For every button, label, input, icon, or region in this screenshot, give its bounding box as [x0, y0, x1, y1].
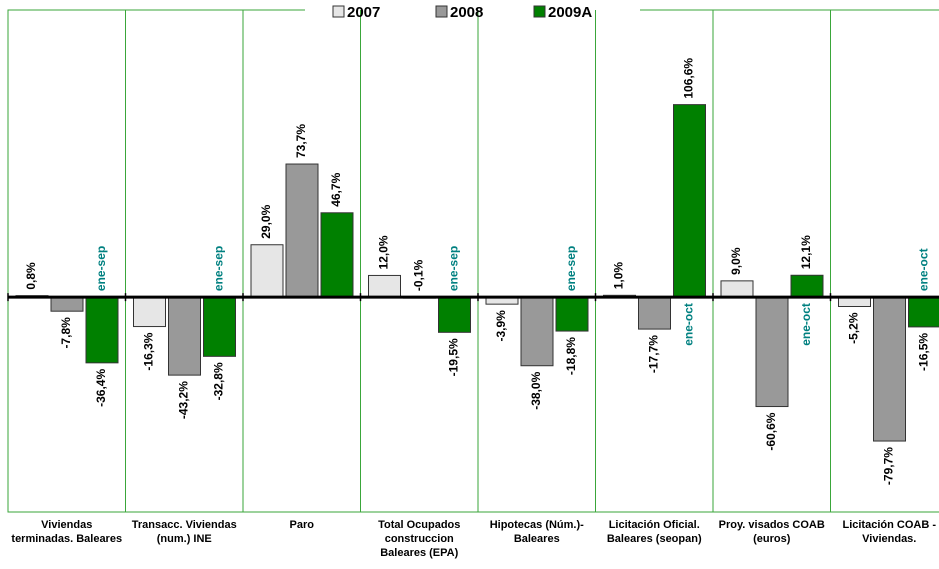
x-tick-label: Viviendas terminadas. Baleares [11, 519, 123, 545]
value-label: 106,6% [682, 58, 696, 99]
value-label: -0,1% [412, 259, 426, 291]
bar [720, 280, 754, 298]
period-annotation: ene-sep [447, 246, 461, 291]
x-tick-label: Total Ocupados construccion Baleares (EP… [378, 519, 461, 559]
period-annotation: ene-sep [212, 246, 226, 291]
bar [285, 163, 319, 298]
legend-swatch [533, 5, 546, 18]
bar [85, 296, 119, 364]
bar [673, 104, 706, 298]
value-label: 29,0% [259, 204, 273, 238]
value-label: -7,8% [59, 317, 73, 349]
value-label: 12,0% [377, 235, 391, 269]
bar [555, 296, 589, 332]
x-tick-label: Licitación Oficial. Baleares (seopan) [606, 519, 702, 545]
value-label: -16,5% [917, 333, 931, 371]
bar [50, 296, 84, 312]
bar [638, 296, 671, 330]
period-annotation: ene-oct [917, 248, 931, 291]
bar [133, 296, 166, 328]
x-tick-label: Transacc. Viviendas (num.) INE [131, 519, 237, 545]
period-annotation: ene-oct [799, 303, 813, 346]
bar [168, 296, 201, 376]
value-label: -3,9% [494, 310, 508, 342]
bar [438, 296, 471, 333]
bar [520, 296, 554, 367]
value-label: 12,1% [799, 235, 813, 269]
value-label: -17,7% [647, 335, 661, 373]
legend-label: 2009A [548, 4, 592, 21]
value-label: -19,5% [447, 338, 461, 376]
legend-label: 2008 [450, 4, 483, 21]
value-label: 1,0% [612, 262, 626, 290]
value-label: -5,2% [847, 312, 861, 344]
value-label: -79,7% [882, 447, 896, 485]
bar [908, 296, 939, 328]
value-label: -18,8% [564, 337, 578, 375]
bar [320, 212, 354, 298]
legend-swatch [435, 5, 448, 18]
value-label: 46,7% [329, 172, 343, 206]
value-label: -60,6% [764, 412, 778, 450]
value-label: -32,8% [212, 362, 226, 400]
legend-label: 2007 [347, 4, 380, 21]
value-label: -38,0% [529, 371, 543, 409]
x-tick-label: Proy. visados COAB (euros) [718, 519, 825, 545]
period-annotation: ene-oct [682, 303, 696, 346]
value-label: 73,7% [294, 124, 308, 158]
x-tick-label: Hipotecas (Núm.)-Baleares [489, 519, 584, 545]
value-label: -36,4% [94, 369, 108, 407]
bar [250, 244, 284, 298]
value-label: -16,3% [142, 332, 156, 370]
value-label: -43,2% [177, 381, 191, 419]
bar [203, 296, 236, 357]
bar [873, 296, 906, 442]
bar [790, 274, 824, 298]
x-tick-label: Licitación COAB - Viviendas. [842, 519, 936, 545]
bar [368, 274, 401, 298]
value-label: 9,0% [729, 247, 743, 275]
x-tick-label: Paro [289, 519, 314, 531]
bar [755, 296, 789, 408]
legend-swatch [332, 5, 345, 18]
period-annotation: ene-sep [564, 246, 578, 291]
value-label: 0,8% [24, 262, 38, 290]
period-annotation: ene-sep [94, 246, 108, 291]
